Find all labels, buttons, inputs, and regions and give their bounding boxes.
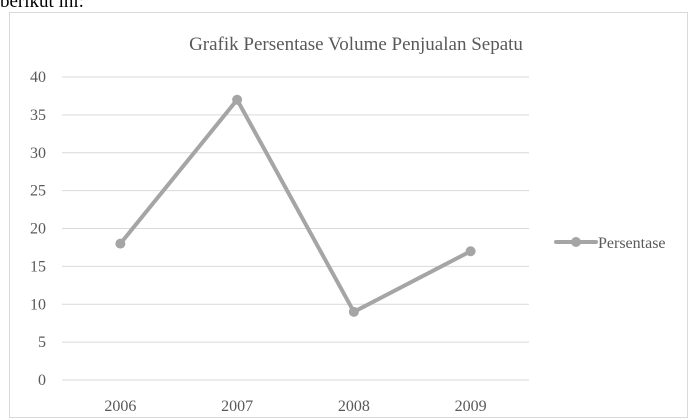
x-axis-ticks: 2006 2007 2008 2009 xyxy=(104,398,486,415)
page-header-text: berikut ini: xyxy=(0,0,84,12)
x-tick-label: 2007 xyxy=(221,398,253,415)
legend-marker xyxy=(571,237,581,247)
x-tick-label: 2008 xyxy=(338,398,370,415)
y-tick-label: 40 xyxy=(30,69,46,86)
data-point xyxy=(232,94,243,105)
legend-label: Persentase xyxy=(598,235,666,252)
chart-frame xyxy=(9,12,688,418)
y-tick-label: 35 xyxy=(30,107,46,124)
series-line xyxy=(118,97,473,314)
x-tick-label: 2009 xyxy=(455,398,487,415)
data-point xyxy=(115,238,126,249)
y-axis-ticks: 0 5 10 15 20 25 30 35 40 xyxy=(30,69,46,389)
y-tick-label: 15 xyxy=(30,258,46,275)
x-tick-label: 2006 xyxy=(104,398,136,415)
y-tick-label: 5 xyxy=(38,334,46,351)
y-tick-label: 0 xyxy=(38,372,46,389)
legend: Persentase xyxy=(554,235,666,252)
gridlines xyxy=(62,76,529,381)
data-point xyxy=(465,246,476,257)
y-tick-label: 20 xyxy=(30,221,46,238)
y-tick-label: 30 xyxy=(30,145,46,162)
chart-title: Grafik Persentase Volume Penjualan Sepat… xyxy=(189,34,523,55)
series-group xyxy=(115,94,476,317)
y-tick-label: 10 xyxy=(30,296,46,313)
data-point xyxy=(348,306,359,317)
y-tick-label: 25 xyxy=(30,183,46,200)
